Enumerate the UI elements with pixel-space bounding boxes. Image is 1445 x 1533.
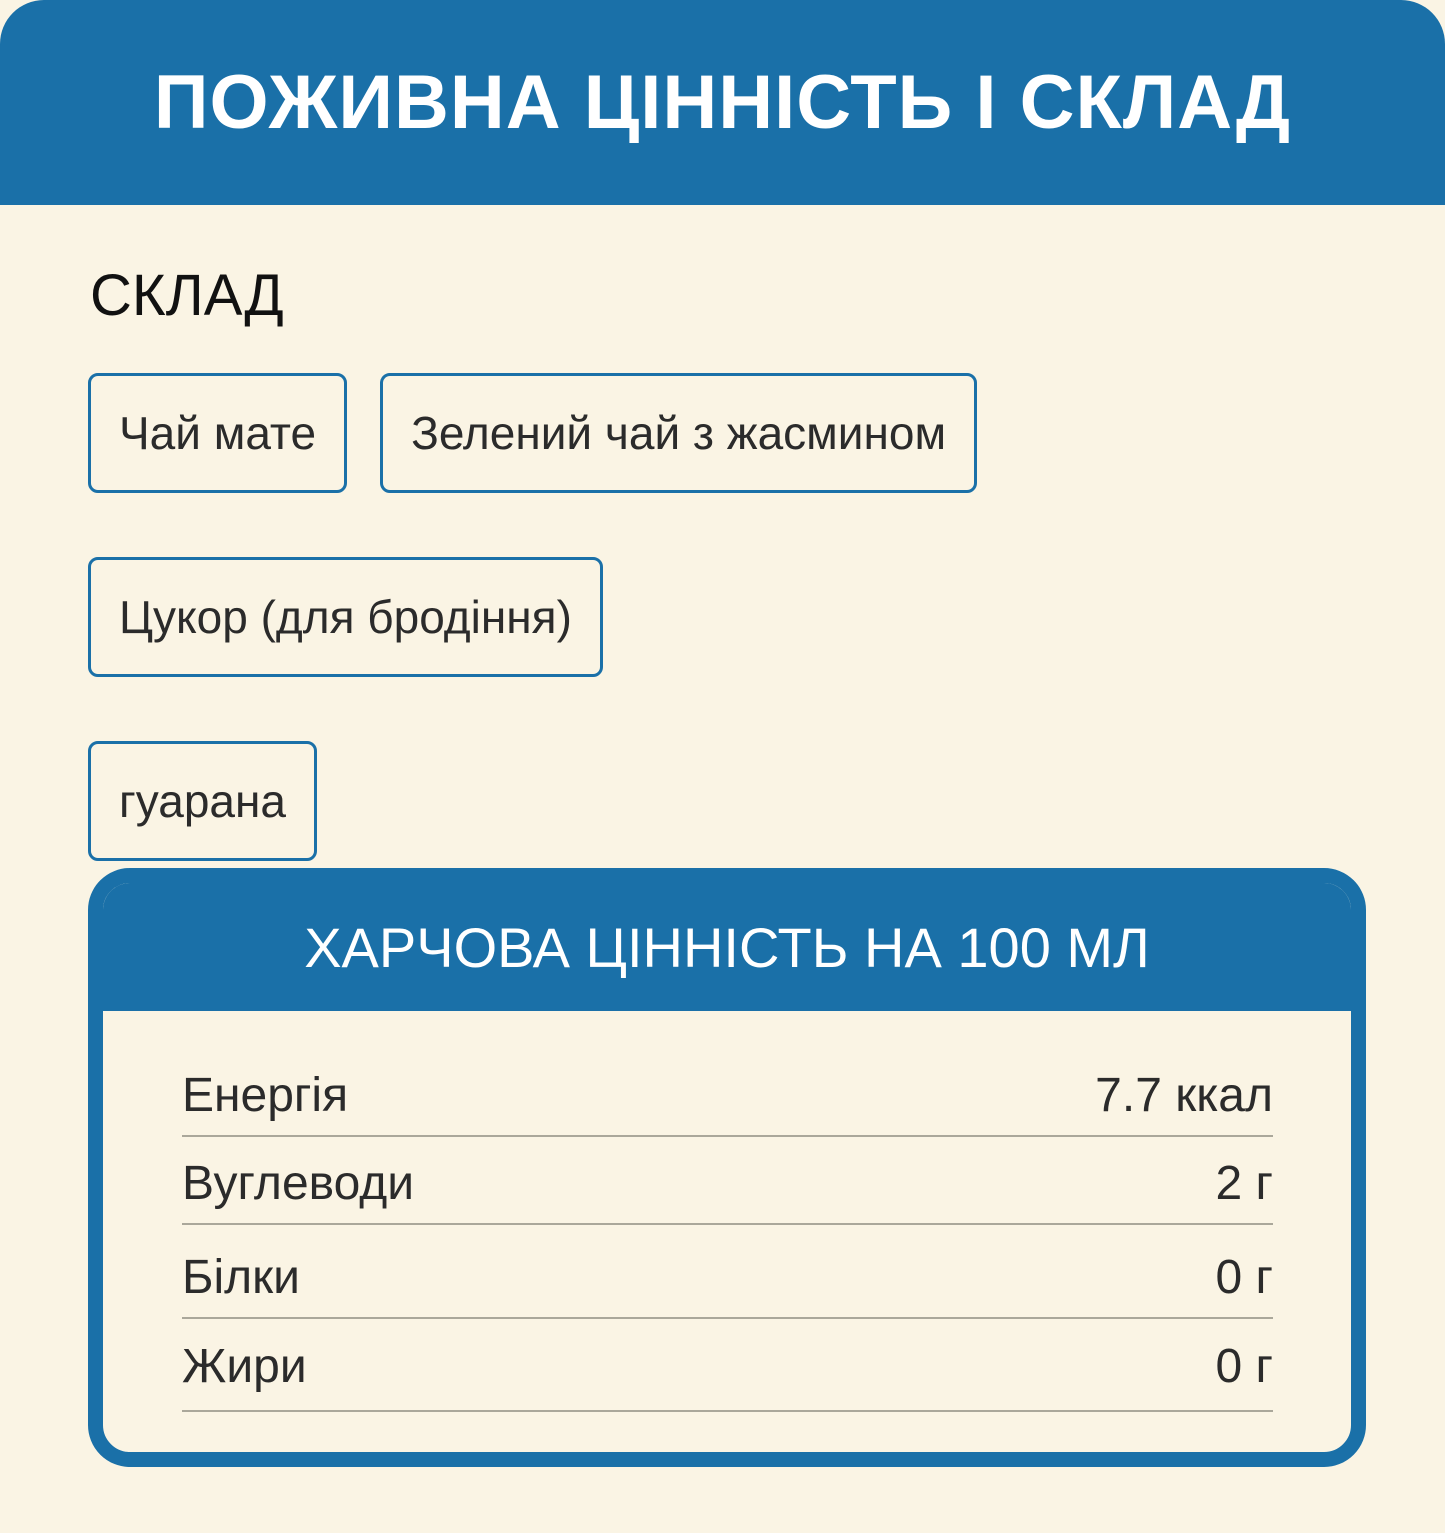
nutrition-row: Вуглеводи 2 г <box>182 1137 1273 1225</box>
nutrition-row: Енергія 7.7 ккал <box>182 1046 1273 1137</box>
nutrition-row: Білки 0 г <box>182 1225 1273 1319</box>
ingredient-chip: гуарана <box>88 741 317 861</box>
composition-heading: СКЛАД <box>90 263 284 328</box>
nutrition-table: ХАРЧОВА ЦІННІСТЬ НА 100 МЛ Енергія 7.7 кк… <box>88 868 1366 1467</box>
nutrient-label: Білки <box>182 1251 300 1304</box>
nutrient-label: Жири <box>182 1340 307 1393</box>
ingredient-chip: Чай мате <box>88 373 348 493</box>
nutrient-label: Вуглеводи <box>182 1157 415 1210</box>
nutrient-value: 0 г <box>1215 1340 1273 1393</box>
nutrient-value: 0 г <box>1215 1251 1273 1304</box>
ingredient-chip: Цукор (для бродіння) <box>88 557 603 677</box>
nutrient-value: 2 г <box>1215 1157 1273 1210</box>
nutrient-value: 7.7 ккал <box>1095 1069 1273 1122</box>
ingredient-chip: Зелений чай з жасмином <box>380 373 978 493</box>
nutrition-heading: ХАРЧОВА ЦІННІСТЬ НА 100 МЛ <box>103 883 1351 1011</box>
ingredient-list: Чай мате Зелений чай з жасмином Цукор (д… <box>88 373 1188 861</box>
header-banner: ПОЖИВНА ЦІННІСТЬ І СКЛАД <box>0 0 1445 205</box>
nutrition-row: Жири 0 г <box>182 1319 1273 1412</box>
nutrient-label: Енергія <box>182 1069 349 1122</box>
page-title: ПОЖИВНА ЦІННІСТЬ І СКЛАД <box>153 60 1292 145</box>
